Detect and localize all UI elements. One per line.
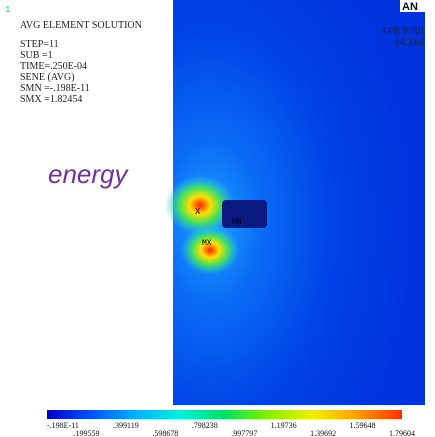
date: APR 9 201 (381, 26, 425, 37)
info-line: SMN =-.198E-11 (20, 83, 90, 94)
info-line: SMX =1.82454 (20, 94, 82, 105)
axis-marker: X (195, 207, 201, 217)
legend-label: -.198E-11 (47, 421, 79, 430)
info-title: AVG ELEMENT SOLUTION (20, 20, 142, 31)
legend-labels: -.198E-11 .399119 .798238 1.19736 1.59648 .19… (47, 421, 415, 437)
legend-label: .997797 (231, 429, 257, 437)
hot-spot (165, 175, 235, 235)
max-marker: MX (202, 239, 212, 248)
legend-label: 1.59648 (350, 421, 376, 430)
info-line: SUB =1 (20, 50, 53, 61)
min-marker: MN (232, 218, 242, 227)
legend-label: .598678 (152, 429, 178, 437)
info-line: SENE (AVG) (20, 72, 75, 83)
window-number: 1 (5, 5, 10, 15)
legend-label: 1.79604 (389, 429, 415, 437)
legend-label: .199559 (73, 429, 99, 437)
legend-label: 1.39692 (310, 429, 336, 437)
legend-label: .399119 (113, 421, 139, 430)
logo-bg (400, 0, 425, 12)
annotation: energy (48, 159, 129, 189)
legend-label: 1.19736 (271, 421, 297, 430)
time: 14:34:5 (394, 37, 425, 48)
color-bar (47, 410, 402, 419)
hot-spot (180, 225, 240, 275)
info-line: TIME=.250E-04 (20, 61, 87, 72)
logo: AN (402, 1, 418, 13)
legend-label: .798238 (192, 421, 218, 430)
info-line: STEP=11 (20, 39, 59, 50)
hole (222, 200, 267, 228)
